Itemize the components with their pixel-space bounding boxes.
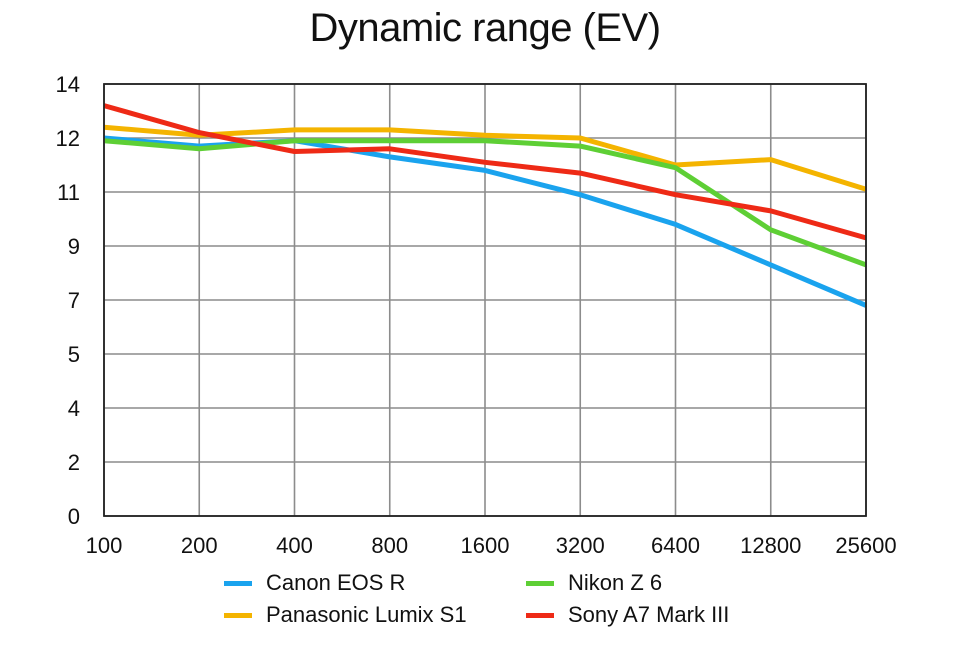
y-tick-label: 4 xyxy=(68,396,80,421)
legend-swatch xyxy=(526,612,554,618)
axes: 0 2 4 5 7 9 11 12 14 100 200 400 800 1600 3200 6400 1280… xyxy=(56,72,897,558)
x-tick-label: 1600 xyxy=(461,533,510,558)
chart-title: Dynamic range (EV) xyxy=(309,6,661,50)
x-tick-label: 25600 xyxy=(835,533,896,558)
y-tick-label: 14 xyxy=(56,72,80,97)
y-tick-label: 0 xyxy=(68,504,80,529)
legend-label: Sony A7 Mark III xyxy=(568,602,730,627)
legend-item-sony-a7-mark-iii: Sony A7 Mark III xyxy=(526,602,729,628)
legend-label: Canon EOS R xyxy=(266,570,406,595)
x-tick-label: 200 xyxy=(181,533,218,558)
legend-swatch xyxy=(526,580,554,586)
legend: Canon EOS R Panasonic Lumix S1 Nikon Z 6… xyxy=(0,570,970,640)
x-tick-label: 6400 xyxy=(651,533,700,558)
legend-swatch xyxy=(224,612,252,618)
y-tick-label: 5 xyxy=(68,342,80,367)
x-tick-label: 400 xyxy=(276,533,313,558)
series-line-sony-a7-mark-iii xyxy=(103,103,867,241)
y-tick-label: 2 xyxy=(68,450,80,475)
legend-label: Nikon Z 6 xyxy=(568,570,663,595)
x-tick-label: 100 xyxy=(86,533,123,558)
y-tick-label: 12 xyxy=(56,126,80,151)
plot-frame xyxy=(103,83,867,517)
legend-item-canon-eos-r: Canon EOS R xyxy=(224,570,405,596)
y-tick-label: 7 xyxy=(68,288,80,313)
series-lines xyxy=(103,103,867,308)
series-line-panasonic-lumix-s1 xyxy=(103,124,867,192)
legend-item-nikon-z6: Nikon Z 6 xyxy=(526,570,662,596)
x-tick-label: 12800 xyxy=(740,533,801,558)
x-tick-label: 800 xyxy=(371,533,408,558)
legend-label: Panasonic Lumix S1 xyxy=(266,602,467,627)
series-line-nikon-z-6 xyxy=(103,138,867,268)
x-tick-label: 3200 xyxy=(556,533,605,558)
y-tick-label: 9 xyxy=(68,234,80,259)
y-tick-label: 11 xyxy=(57,180,80,205)
legend-swatch xyxy=(224,580,252,586)
legend-item-panasonic-lumix-s1: Panasonic Lumix S1 xyxy=(224,602,467,628)
